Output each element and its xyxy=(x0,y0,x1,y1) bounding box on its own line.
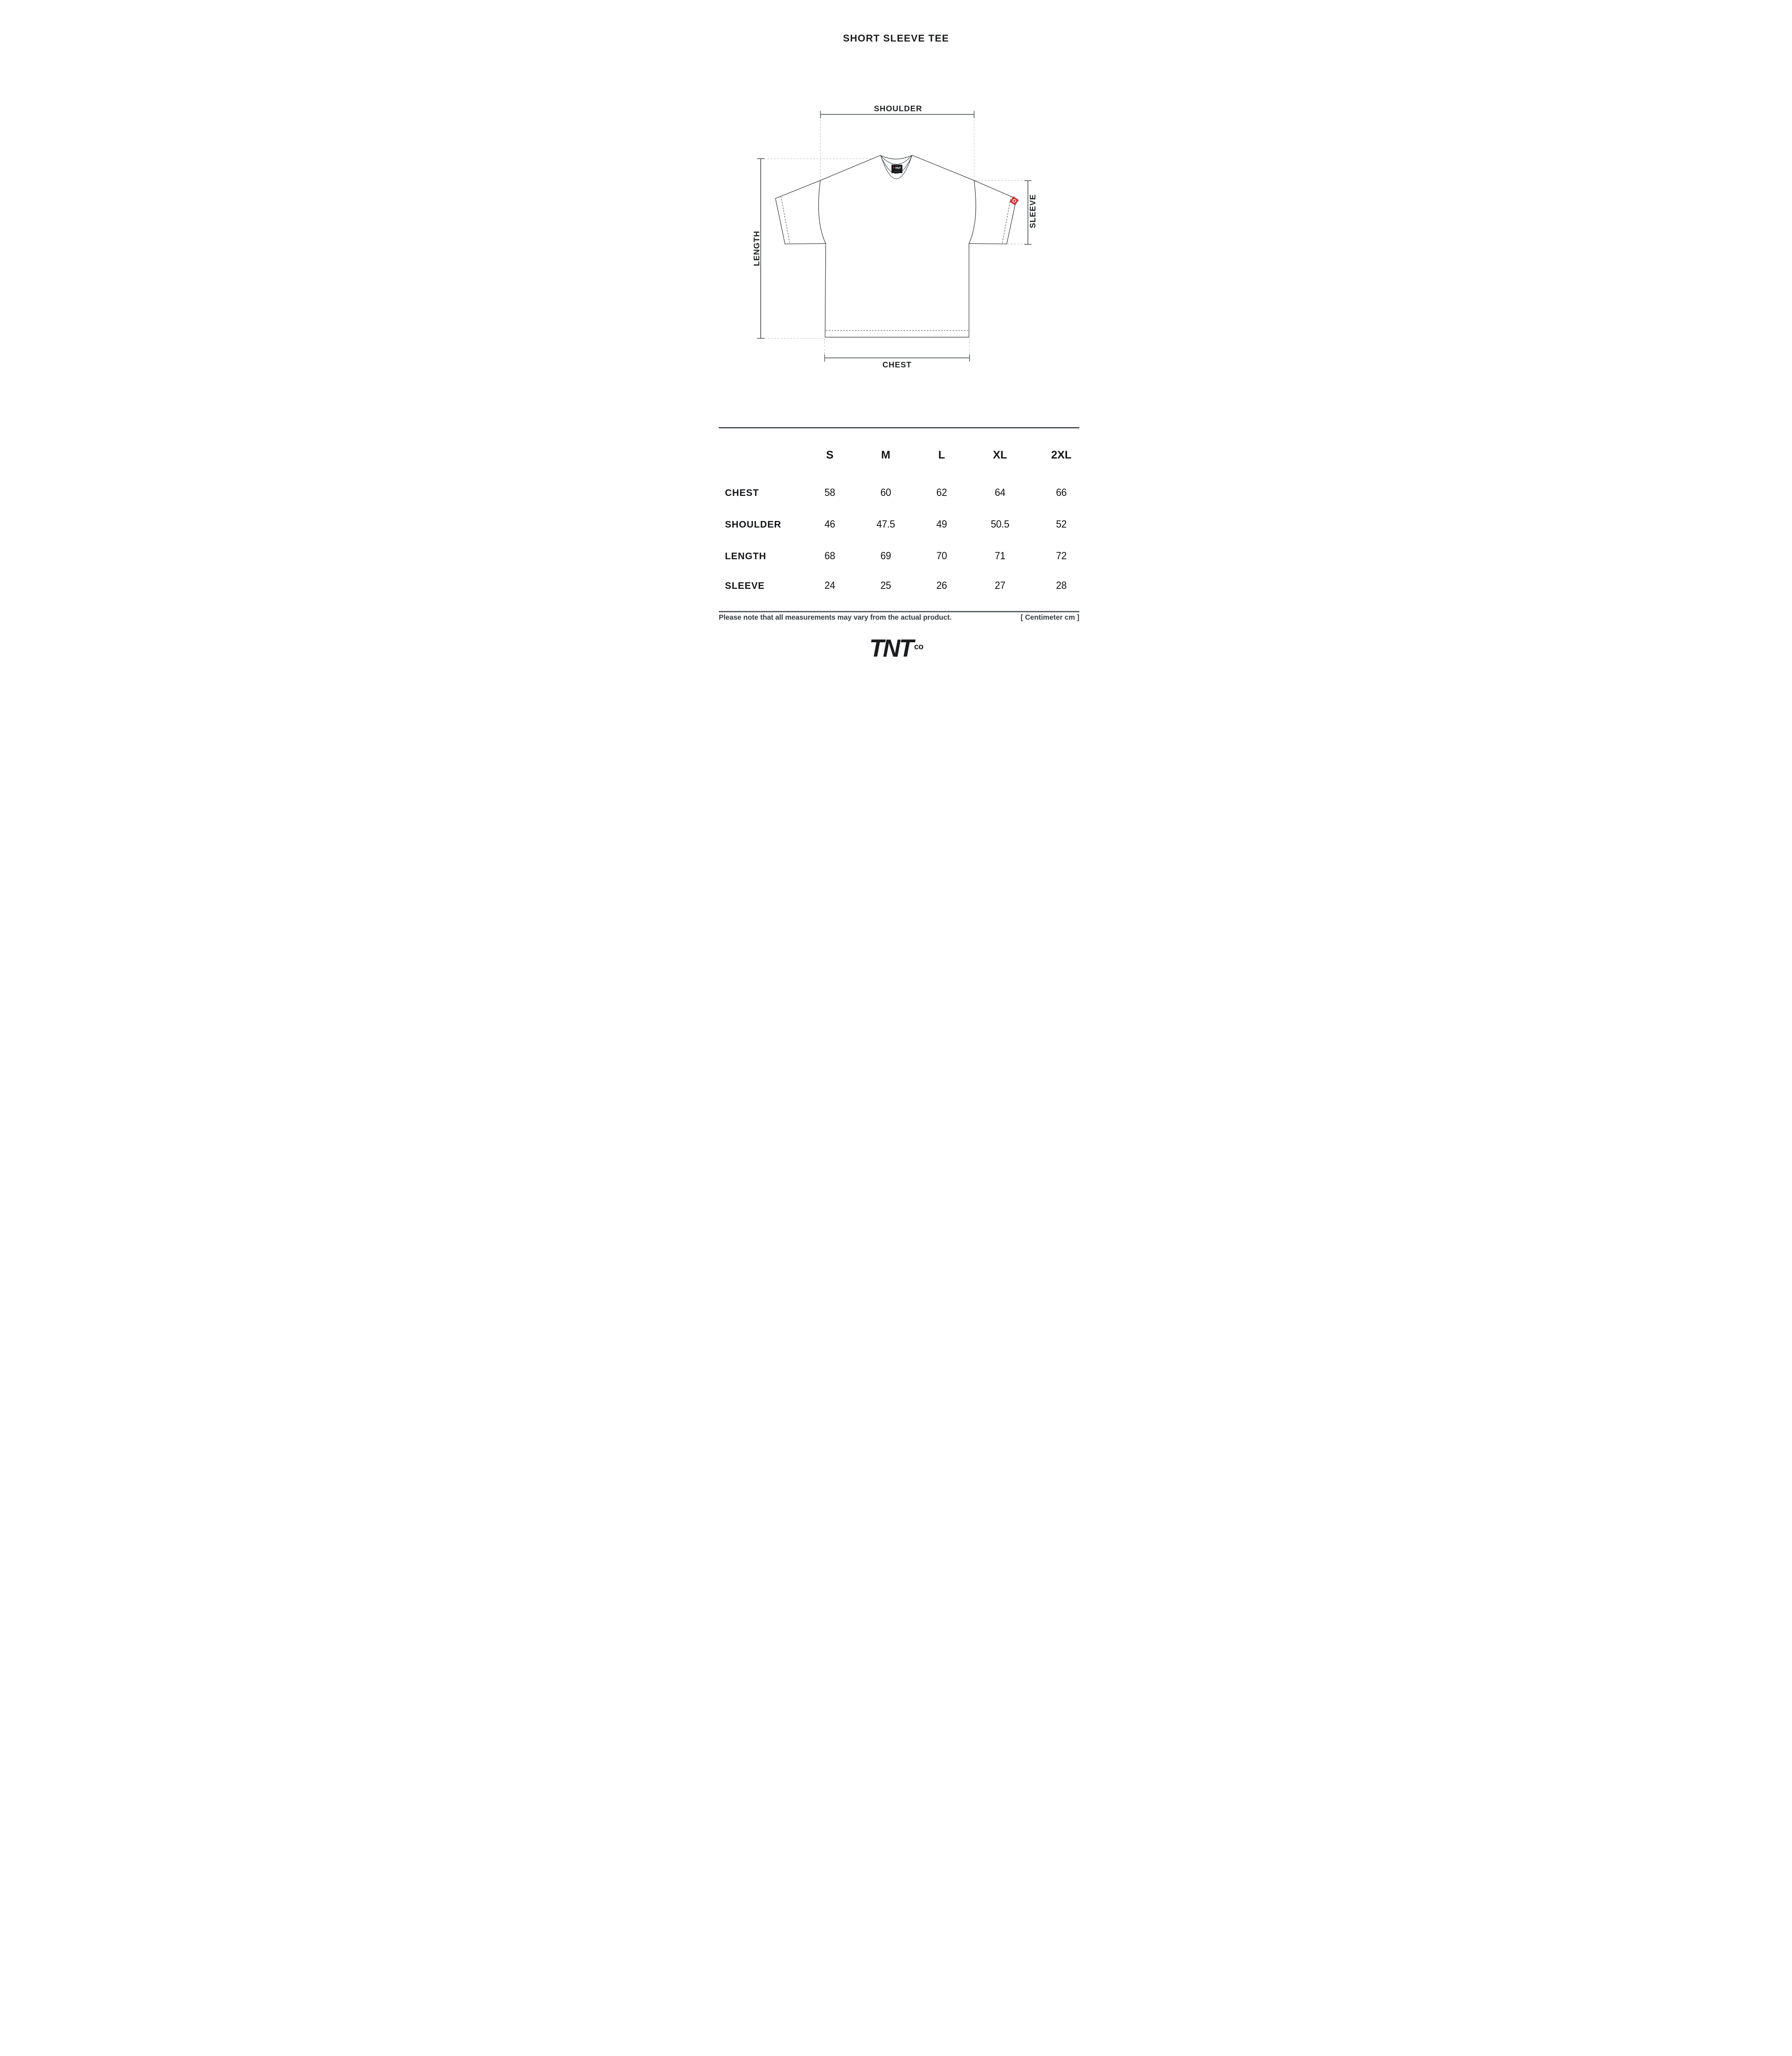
table-cell: 69 xyxy=(880,550,891,562)
table-cell: 52 xyxy=(1056,519,1067,530)
table-cell: 60 xyxy=(880,487,891,498)
tshirt-outline xyxy=(775,155,1017,338)
shirt-silhouette xyxy=(775,155,1017,338)
table-cell: 62 xyxy=(936,487,947,498)
cuff-stitch-left xyxy=(780,196,790,243)
chest-label: CHEST xyxy=(882,361,912,370)
table-cell: 68 xyxy=(824,550,835,562)
table-cell: 72 xyxy=(1056,550,1067,562)
length-measure-line xyxy=(757,158,764,339)
tshirt-diagram: TNT xyxy=(752,104,1038,370)
sleeve-brand-tag-icon xyxy=(1009,196,1019,206)
collar-front-outer xyxy=(880,155,912,179)
measurement-lines xyxy=(757,111,1032,362)
table-cell: 70 xyxy=(936,550,947,562)
row-label-chest: CHEST xyxy=(725,487,759,498)
size-col-header-s: S xyxy=(826,449,834,461)
stitch-lines xyxy=(780,196,1012,331)
length-label: LENGTH xyxy=(752,231,762,266)
table-cell: 26 xyxy=(936,580,947,591)
table-cell: 46 xyxy=(824,519,835,530)
table-cell: 27 xyxy=(995,580,1005,591)
table-cell: 25 xyxy=(880,580,891,591)
chest-measure-line xyxy=(824,354,970,362)
table-cell: 49 xyxy=(936,519,947,530)
collar-back-band xyxy=(880,155,912,165)
measurement-disclaimer: Please note that all measurements may va… xyxy=(719,613,952,621)
unit-note: [ Centimeter cm ] xyxy=(1021,613,1079,621)
brand-logo-co: co xyxy=(914,642,924,651)
collar-label-text: TNT xyxy=(895,166,901,170)
shoulder-label: SHOULDER xyxy=(874,104,922,113)
row-label-sleeve: SLEEVE xyxy=(725,580,765,591)
armhole-left-seam xyxy=(818,180,826,244)
size-col-header-2xl: 2XL xyxy=(1051,449,1072,461)
table-cell: 50.5 xyxy=(991,519,1009,530)
table-cell: 58 xyxy=(824,487,835,498)
measure-labels: SHOULDER CHEST LENGTH SLEEVE xyxy=(752,104,1038,370)
table-cell: 64 xyxy=(995,487,1005,498)
page-title: SHORT SLEEVE TEE xyxy=(843,33,949,44)
table-cell: 28 xyxy=(1056,580,1067,591)
shoulder-measure-line xyxy=(820,111,975,118)
table-bottom-rule xyxy=(719,611,1079,612)
row-label-length: LENGTH xyxy=(725,551,766,561)
row-label-shoulder: SHOULDER xyxy=(725,519,782,530)
collar-front-inner xyxy=(880,155,912,174)
table-cell: 24 xyxy=(824,580,835,591)
table-cell: 71 xyxy=(995,550,1005,562)
size-col-header-l: L xyxy=(938,449,945,461)
collar-label-dot-icon xyxy=(893,167,895,169)
size-col-header-m: M xyxy=(881,449,891,461)
table-top-rule xyxy=(719,427,1079,428)
collar-brand-label: TNT xyxy=(891,164,903,173)
sleeve-measure-line xyxy=(1024,180,1032,245)
cuff-stitch-right xyxy=(1002,196,1012,243)
guide-lines xyxy=(761,120,1027,356)
table-cell: 66 xyxy=(1056,487,1067,498)
sleeve-label: SLEEVE xyxy=(1028,194,1037,228)
size-chart-page: SHORT SLEEVE TEE xyxy=(672,0,1120,685)
brand-logo: TNT co xyxy=(672,636,1120,661)
armhole-right-seam xyxy=(968,180,976,244)
brand-logo-tnt: TNT xyxy=(869,634,914,662)
table-cell: 47.5 xyxy=(876,519,895,530)
size-col-header-xl: XL xyxy=(993,449,1007,461)
